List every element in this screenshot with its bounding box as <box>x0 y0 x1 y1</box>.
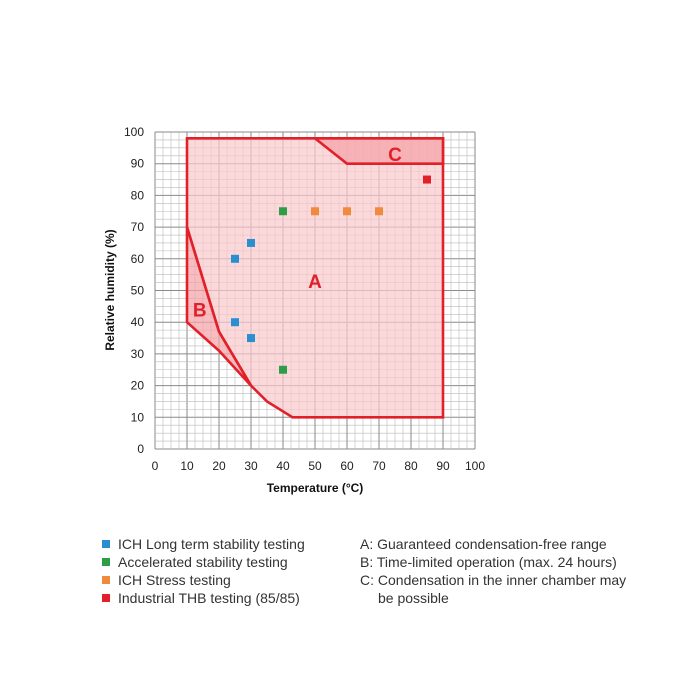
y-tick-label: 0 <box>137 442 144 456</box>
region-notes: A: Guaranteed condensation-free range B:… <box>360 535 626 607</box>
data-point-series-2 <box>311 207 319 216</box>
y-tick-label: 50 <box>131 284 145 298</box>
x-tick-label: 0 <box>152 459 159 473</box>
x-tick-label: 70 <box>372 459 386 473</box>
x-tick-label: 30 <box>244 459 258 473</box>
region-labels: A B C <box>193 145 402 321</box>
data-point-series-1 <box>279 365 287 374</box>
legend-label: ICH Long term stability testing <box>118 536 305 552</box>
x-tick-labels: 0 10 20 30 40 50 60 70 80 90 100 <box>152 459 486 473</box>
note-c: C: Condensation in the inner chamber may <box>360 572 627 588</box>
note-a: A: Guaranteed condensation-free range <box>360 536 607 552</box>
region-b <box>185 226 253 387</box>
y-tick-label: 60 <box>131 252 145 266</box>
legend-swatch <box>102 576 110 584</box>
y-tick-label: 70 <box>131 220 145 234</box>
region-label-b: B <box>193 301 207 322</box>
legend: ICH Long term stability testing Accelerat… <box>102 535 305 607</box>
y-tick-label: 80 <box>131 188 145 202</box>
region-c <box>311 137 445 165</box>
note-b: B: Time-limited operation (max. 24 hours… <box>360 554 617 570</box>
y-tick-label: 10 <box>131 410 145 424</box>
data-point-series-0 <box>231 254 239 263</box>
x-tick-label: 90 <box>436 459 450 473</box>
x-tick-label: 100 <box>465 459 485 473</box>
x-tick-label: 60 <box>340 459 354 473</box>
legend-item: ICH Stress testing <box>102 571 305 589</box>
region-label-c: C <box>388 145 402 166</box>
data-point-series-3 <box>423 175 431 184</box>
legend-swatch <box>102 594 110 602</box>
data-point-series-1 <box>279 207 287 216</box>
y-tick-label: 90 <box>131 157 145 171</box>
y-axis-title: Relative humidity (%) <box>103 229 117 350</box>
legend-label: ICH Stress testing <box>118 572 231 588</box>
data-point-series-2 <box>343 207 351 216</box>
region-label-a: A <box>308 272 322 293</box>
data-point-series-0 <box>247 334 255 343</box>
data-point-series-2 <box>375 207 383 216</box>
x-axis-title: Temperature (°C) <box>267 481 364 495</box>
y-tick-label: 30 <box>131 347 145 361</box>
legend-item: Accelerated stability testing <box>102 553 305 571</box>
y-tick-label: 100 <box>124 125 144 139</box>
legend-item: ICH Long term stability testing <box>102 535 305 553</box>
y-tick-label: 40 <box>131 315 145 329</box>
legend-swatch <box>102 540 110 548</box>
data-points <box>231 175 431 374</box>
chart: A B C 0 10 20 30 40 50 60 70 80 90 100 0 10 20 30 40 50 60… <box>103 125 486 495</box>
x-tick-label: 20 <box>212 459 226 473</box>
x-tick-label: 50 <box>308 459 322 473</box>
x-tick-label: 10 <box>180 459 194 473</box>
legend-label: Industrial THB testing (85/85) <box>118 590 300 606</box>
note-c-continued: be possible <box>378 590 449 606</box>
data-point-series-0 <box>247 238 255 247</box>
legend-label: Accelerated stability testing <box>118 554 288 570</box>
y-tick-label: 20 <box>131 379 145 393</box>
y-tick-labels: 0 10 20 30 40 50 60 70 80 90 100 <box>124 125 144 456</box>
legend-item: Industrial THB testing (85/85) <box>102 589 305 607</box>
x-tick-label: 80 <box>404 459 418 473</box>
data-point-series-0 <box>231 318 239 327</box>
legend-swatch <box>102 558 110 566</box>
x-tick-label: 40 <box>276 459 290 473</box>
